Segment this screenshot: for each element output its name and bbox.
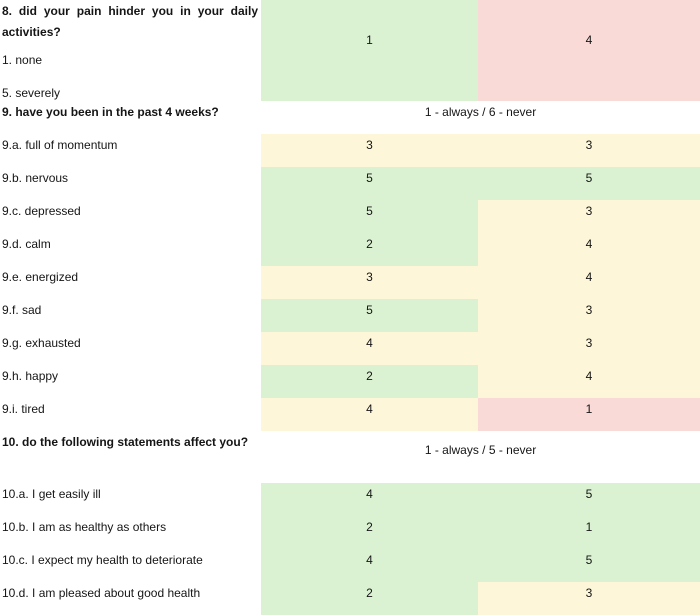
score-cell: 5 (261, 299, 478, 332)
score-cell: 5 (478, 549, 700, 582)
item-label: 9.c. depressed (0, 200, 261, 233)
score-cell: 4 (478, 266, 700, 299)
score-cell: 4 (261, 332, 478, 365)
section-header-row: 9. have you been in the past 4 weeks? 1 -… (0, 101, 700, 134)
table-row: 9.b. nervous 5 5 (0, 167, 700, 200)
item-label: 9.h. happy (0, 365, 261, 398)
item-label: 10.b. I am as healthy as others (0, 516, 261, 549)
question-text: 8. did your pain hinder you in your dail… (2, 4, 258, 39)
score-cell: 1 (261, 0, 478, 101)
score-cell: 1 (478, 398, 700, 431)
section-question-label: 10. do the following statements affect y… (0, 431, 261, 483)
item-label: 9.f. sad (0, 299, 261, 332)
item-label: 9.g. exhausted (0, 332, 261, 365)
table-row: 9.a. full of momentum 3 3 (0, 134, 700, 167)
answer-option-text: 1. none (2, 53, 43, 67)
scale-legend: 1 - always / 6 - never (261, 101, 700, 134)
score-cell: 2 (261, 516, 478, 549)
scale-legend: 1 - always / 5 - never (261, 431, 700, 483)
score-cell: 3 (478, 582, 700, 615)
table-row: 10.b. I am as healthy as others 2 1 (0, 516, 700, 549)
score-cell: 3 (261, 134, 478, 167)
score-cell: 4 (478, 0, 700, 101)
table-row: 10.c. I expect my health to deteriorate 4… (0, 549, 700, 582)
score-cell: 2 (261, 582, 478, 615)
score-cell: 2 (261, 365, 478, 398)
table-row: 9.d. calm 2 4 (0, 233, 700, 266)
score-cell: 3 (478, 134, 700, 167)
answer-option-text: 5. severely (2, 86, 61, 100)
score-cell: 5 (478, 483, 700, 516)
table-row: 9.f. sad 5 3 (0, 299, 700, 332)
score-cell: 4 (261, 398, 478, 431)
score-cell: 5 (261, 200, 478, 233)
score-cell: 2 (261, 233, 478, 266)
item-label: 10.a. I get easily ill (0, 483, 261, 516)
section-header-row: 10. do the following statements affect y… (0, 431, 700, 483)
score-cell: 4 (478, 233, 700, 266)
score-cell: 4 (261, 483, 478, 516)
table-row: 9.e. energized 3 4 (0, 266, 700, 299)
score-cell: 4 (261, 549, 478, 582)
table-row: 9.g. exhausted 4 3 (0, 332, 700, 365)
table-row: 9.c. depressed 5 3 (0, 200, 700, 233)
item-label: 10.d. I am pleased about good health (0, 582, 261, 615)
question-row: 8. did your pain hinder you in your dail… (0, 0, 700, 101)
score-cell: 3 (261, 266, 478, 299)
table-row: 9.i. tired 4 1 (0, 398, 700, 431)
table-row: 10.a. I get easily ill 4 5 (0, 483, 700, 516)
item-label: 10.c. I expect my health to deteriorate (0, 549, 261, 582)
score-cell: 5 (261, 167, 478, 200)
score-cell: 3 (478, 200, 700, 233)
item-label: 9.a. full of momentum (0, 134, 261, 167)
score-cell: 3 (478, 332, 700, 365)
item-label: 9.b. nervous (0, 167, 261, 200)
item-label: 9.i. tired (0, 398, 261, 431)
score-cell: 5 (478, 167, 700, 200)
table-row: 9.h. happy 2 4 (0, 365, 700, 398)
score-cell: 1 (478, 516, 700, 549)
section-question-label: 9. have you been in the past 4 weeks? (0, 101, 261, 134)
item-label: 9.d. calm (0, 233, 261, 266)
table-row: 10.d. I am pleased about good health 2 3 (0, 582, 700, 615)
score-cell: 3 (478, 299, 700, 332)
item-label: 9.e. energized (0, 266, 261, 299)
score-cell: 4 (478, 365, 700, 398)
question-label: 8. did your pain hinder you in your dail… (0, 0, 261, 101)
